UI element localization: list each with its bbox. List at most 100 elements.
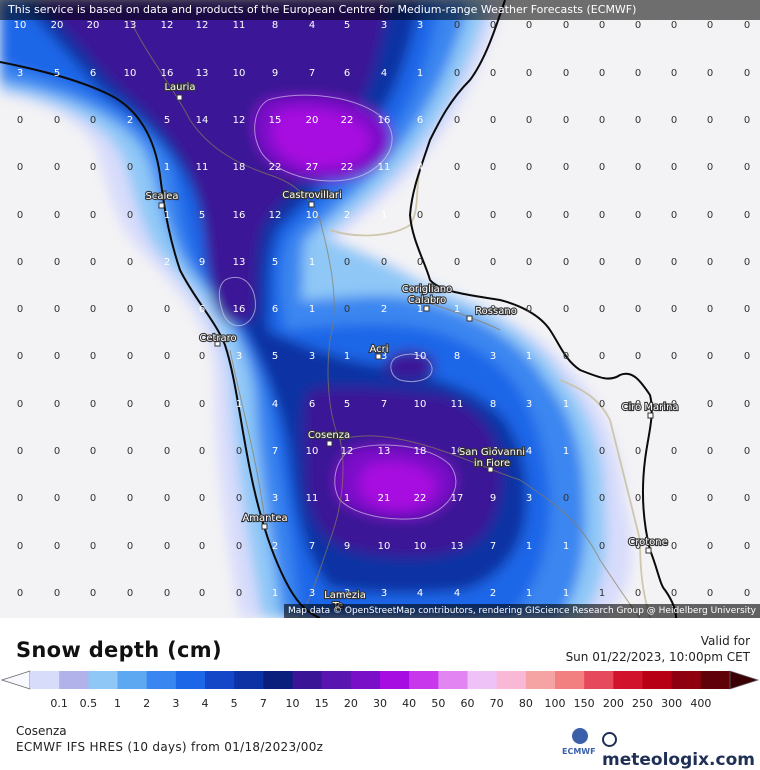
grid-value: 0	[563, 162, 569, 173]
grid-value: 0	[744, 399, 750, 410]
grid-value: 16	[233, 210, 246, 221]
colorbar-tick-label: 7	[259, 697, 267, 710]
grid-value: 0	[526, 210, 532, 221]
colorbar-cell	[409, 671, 439, 689]
colorbar-cell	[30, 671, 60, 689]
grid-value: 3	[309, 588, 315, 599]
grid-value: 0	[54, 210, 60, 221]
grid-value: 0	[127, 351, 133, 362]
grid-value: 0	[127, 162, 133, 173]
colorbar-cell	[467, 671, 498, 689]
town-marker-cosenza	[326, 440, 333, 447]
map-attribution[interactable]: Map data © OpenStreetMap contributors, r…	[284, 604, 760, 618]
grid-value: 2	[127, 115, 133, 126]
grid-value: 0	[454, 257, 460, 268]
grid-value: 0	[599, 162, 605, 173]
grid-value: 0	[563, 115, 569, 126]
grid-value: 13	[196, 68, 209, 79]
grid-value: 0	[707, 162, 713, 173]
colorbar-cell	[380, 671, 410, 689]
ecmwf-logo-icon[interactable]	[572, 728, 588, 744]
grid-value: 16	[161, 68, 174, 79]
grid-value: 12	[341, 446, 354, 457]
grid-value: 3	[526, 399, 532, 410]
grid-value: 21	[378, 493, 391, 504]
grid-value: 0	[707, 257, 713, 268]
grid-value: 0	[563, 351, 569, 362]
grid-value: 0	[54, 446, 60, 457]
grid-value: 20	[87, 20, 100, 31]
town-in-fiore: in Fiore	[474, 458, 510, 469]
grid-value: 0	[635, 493, 641, 504]
grid-value: 1	[599, 588, 605, 599]
town-calabro: Calabro	[408, 295, 446, 306]
town-ciro-marina: Ciro Marina	[621, 402, 678, 413]
colorbar-cell	[525, 671, 556, 689]
colorbar-tick-label: 100	[544, 697, 566, 710]
grid-value: 3	[344, 588, 350, 599]
grid-value: 0	[744, 446, 750, 457]
colorbar-cell	[671, 671, 702, 689]
colorbar-cell	[205, 671, 235, 689]
grid-value: 4	[381, 68, 387, 79]
grid-value: 0	[90, 446, 96, 457]
grid-value: 0	[236, 588, 242, 599]
grid-value: 0	[54, 399, 60, 410]
ecmwf-logo-text[interactable]: ECMWF	[562, 747, 596, 756]
colorbar-high-arrow	[729, 670, 760, 690]
grid-value: 1	[272, 588, 278, 599]
grid-value: 0	[490, 20, 496, 31]
grid-value: 0	[599, 446, 605, 457]
grid-value: 11	[233, 20, 246, 31]
grid-value: 0	[635, 162, 641, 173]
colorbar-low-arrow	[0, 670, 31, 690]
grid-value: 0	[454, 68, 460, 79]
grid-value: 0	[454, 115, 460, 126]
forecast-map[interactable]: 10 20 20 13 12 12 11 8 4 5 3 3 0 0 0 0 0 0 0 0 0 3 5 6 10 16 13 10 9…	[0, 0, 760, 618]
grid-value: 0	[490, 304, 496, 315]
colorbar-tick-label: 0.1	[50, 697, 68, 710]
grid-value: 0	[671, 257, 677, 268]
grid-value: 1	[309, 257, 315, 268]
town-marker-ciro-marina	[647, 412, 654, 419]
grid-value: 0	[635, 68, 641, 79]
grid-value: 0	[744, 162, 750, 173]
grid-value: 0	[744, 351, 750, 362]
grid-value: 16	[233, 304, 246, 315]
town-cetraro: Cetraro	[199, 333, 236, 344]
grid-value: 13	[378, 446, 391, 457]
colorbar-tick-label: 60	[460, 697, 475, 710]
grid-value: 0	[599, 210, 605, 221]
colorbar-tick-label: 2	[143, 697, 151, 710]
grid-value: 5	[164, 115, 170, 126]
town-markers: Lauria Scalea Castrovillari Corigliano C…	[144, 81, 679, 613]
colorbar-cell	[59, 671, 89, 689]
coastlines	[0, 0, 677, 618]
grid-value: 0	[90, 304, 96, 315]
grid-value: 0	[90, 351, 96, 362]
meteologix-logo[interactable]: meteologix.com	[602, 730, 760, 770]
colorbar-cell	[642, 671, 673, 689]
grid-value: 0	[635, 304, 641, 315]
grid-value: 5	[199, 210, 205, 221]
grid-value: 0	[127, 399, 133, 410]
grid-value: 3	[381, 20, 387, 31]
grid-value: 2	[490, 588, 496, 599]
colorbar-tick-label: 1	[114, 697, 121, 710]
grid-value: 0	[526, 68, 532, 79]
grid-value: 22	[341, 115, 354, 126]
snow-depth-map[interactable]: 10 20 20 13 12 12 11 8 4 5 3 3 0 0 0 0 0 0 0 0 03 5 6 10 16 13 10 9…	[0, 0, 760, 618]
grid-value: 3	[490, 351, 496, 362]
grid-value: 16	[451, 446, 464, 457]
grid-value: 0	[599, 493, 605, 504]
grid-value: 17	[451, 493, 464, 504]
grid-value: 13	[124, 20, 137, 31]
grid-value: 0	[164, 588, 170, 599]
grid-value: 0	[671, 162, 677, 173]
grid-value: 0	[671, 20, 677, 31]
grid-value: 11	[378, 162, 391, 173]
town-marker-san-giovanni	[487, 466, 494, 473]
grid-value: 0	[599, 115, 605, 126]
grid-value: 0	[744, 257, 750, 268]
grid-value: 0	[526, 257, 532, 268]
